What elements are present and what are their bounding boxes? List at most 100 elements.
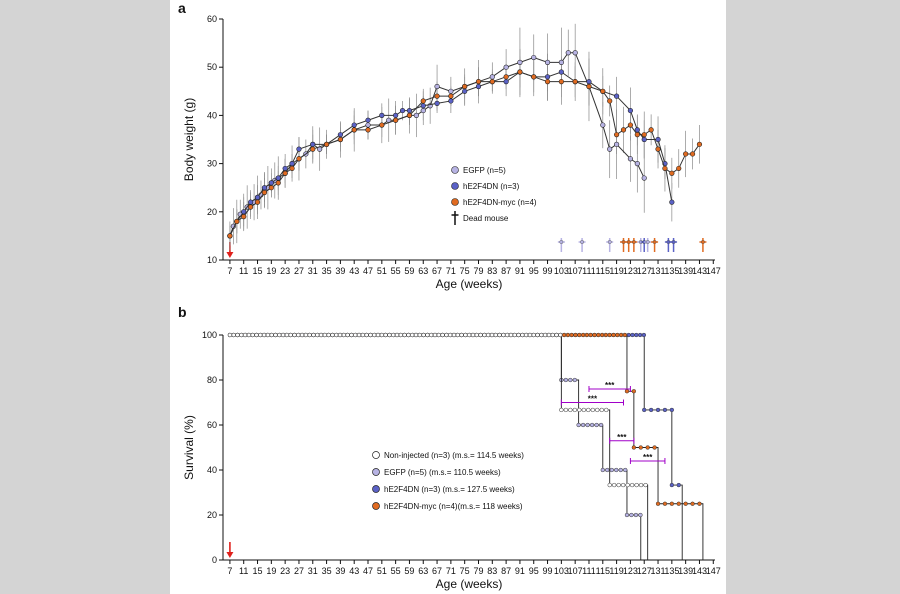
legend-marker — [372, 468, 380, 476]
x-tick-label: 11 — [239, 566, 248, 576]
x-tick-label: 115 — [596, 266, 610, 276]
survival-marker-hE2F4DN — [655, 407, 661, 413]
survival-marker-noninjected — [546, 332, 552, 338]
x-tick-label: 83 — [487, 566, 497, 576]
x-tick-label: 7 — [227, 566, 232, 576]
x-tick-label: 71 — [446, 266, 456, 276]
survival-marker-noninjected — [318, 332, 324, 338]
data-point-hE2F4DN_myc — [607, 98, 613, 104]
x-tick-label: 143 — [692, 566, 707, 576]
x-tick-label: 63 — [418, 566, 428, 576]
data-point-hE2F4DN_myc — [517, 69, 523, 75]
start-arrow-icon — [226, 252, 234, 258]
survival-marker-noninjected — [590, 407, 595, 413]
survival-marker-hE2F4DN_myc — [573, 332, 578, 338]
data-point-egfp — [434, 83, 440, 90]
survival-marker-egfp — [629, 512, 634, 518]
x-tick-label: 131 — [651, 566, 666, 576]
x-tick-label: 139 — [678, 566, 693, 576]
survival-marker-noninjected — [402, 332, 407, 338]
survival-marker-egfp — [568, 377, 573, 383]
x-tick-label: 19 — [266, 266, 276, 276]
survival-marker-hE2F4DN_myc — [655, 501, 661, 506]
survival-marker-noninjected — [516, 332, 521, 338]
survival-marker-hE2F4DN — [648, 407, 654, 413]
data-point-egfp — [607, 146, 613, 152]
survival-marker-noninjected — [231, 332, 236, 338]
survival-marker-noninjected — [448, 332, 453, 338]
data-point-hE2F4DN — [669, 199, 675, 205]
dead-mouse-dot — [645, 240, 650, 244]
x-tick-label: 95 — [529, 266, 539, 276]
data-point-egfp — [614, 141, 620, 147]
survival-marker-noninjected — [326, 332, 331, 338]
survival-marker-hE2F4DN_myc — [615, 332, 620, 338]
data-point-hE2F4DN_myc — [462, 83, 468, 90]
survival-marker-hE2F4DN_myc — [631, 445, 637, 450]
legend-marker — [451, 166, 459, 174]
data-point-hE2F4DN — [475, 83, 482, 90]
data-point-hE2F4DN_myc — [448, 93, 454, 99]
survival-marker-noninjected — [586, 407, 591, 413]
survival-marker-noninjected — [604, 407, 609, 413]
survival-marker-noninjected — [288, 332, 293, 338]
y-axis-label: Survival (%) — [182, 415, 196, 480]
survival-marker-hE2F4DN_myc — [580, 332, 586, 338]
survival-marker-hE2F4DN_myc — [676, 501, 681, 506]
survival-marker-noninjected — [482, 332, 487, 338]
legend-item: hE2F4DN (n=3) (m.s.= 127.5 weeks) — [372, 485, 515, 494]
survival-marker-egfp — [589, 422, 595, 428]
dead-mouse-dot — [652, 240, 657, 244]
survival-marker-egfp — [598, 422, 604, 428]
survival-marker-noninjected — [356, 332, 362, 338]
survival-marker-noninjected — [303, 332, 309, 338]
data-point-hE2F4DN_myc — [379, 122, 385, 128]
significance-bracket: *** — [560, 395, 625, 406]
survival-marker-hE2F4DN_myc — [596, 332, 601, 338]
data-point-hE2F4DN_myc — [600, 88, 606, 94]
data-point-hE2F4DN — [351, 122, 357, 128]
x-tick-label: 127 — [637, 566, 652, 576]
survival-marker-egfp — [624, 512, 630, 518]
y-tick-label: 80 — [207, 375, 217, 385]
survival-marker-egfp — [576, 422, 581, 428]
survival-marker-noninjected — [410, 332, 415, 338]
legend-marker — [372, 485, 380, 493]
data-point-hE2F4DN_myc — [227, 233, 233, 239]
data-point-hE2F4DN — [558, 69, 564, 75]
x-tick-label: 119 — [609, 566, 623, 576]
survival-marker-noninjected — [239, 332, 244, 338]
data-point-hE2F4DN_myc — [662, 165, 668, 172]
survival-marker-egfp — [638, 512, 643, 518]
x-tick-label: 143 — [692, 266, 707, 276]
survival-marker-noninjected — [508, 332, 514, 338]
x-axis-label: Age (weeks) — [436, 277, 503, 291]
survival-marker-egfp — [563, 377, 568, 383]
x-tick-label: 59 — [404, 566, 414, 576]
legend-label: hE2F4DN (n=3) — [463, 182, 520, 191]
data-point-hE2F4DN_myc — [323, 141, 330, 147]
data-point-egfp — [634, 161, 640, 167]
x-tick-label: 91 — [515, 566, 525, 576]
survival-marker-noninjected — [334, 332, 339, 338]
survival-marker-noninjected — [391, 332, 396, 338]
legend-item: EGFP (n=5) — [451, 166, 506, 175]
survival-marker-noninjected — [625, 482, 630, 488]
data-point-egfp — [565, 50, 571, 56]
survival-marker-noninjected — [242, 332, 248, 338]
data-point-hE2F4DN_myc — [275, 180, 281, 186]
x-tick-label: 127 — [637, 266, 652, 276]
x-tick-label: 31 — [308, 566, 318, 576]
survival-marker-hE2F4DN_myc — [638, 445, 643, 450]
x-tick-label: 11 — [239, 266, 248, 276]
survival-marker-noninjected — [621, 482, 626, 488]
data-point-hE2F4DN — [310, 141, 316, 147]
data-point-hE2F4DN — [462, 88, 468, 94]
survival-marker-noninjected — [379, 332, 384, 338]
survival-marker-hE2F4DN — [641, 332, 647, 338]
dead-mouse-dot — [621, 240, 626, 244]
survival-marker-hE2F4DN — [669, 407, 674, 413]
data-point-egfp — [489, 74, 495, 80]
legend-label: hE2F4DN-myc (n=4)(m.s.= 118 weeks) — [384, 502, 523, 511]
data-point-hE2F4DN — [289, 161, 295, 167]
